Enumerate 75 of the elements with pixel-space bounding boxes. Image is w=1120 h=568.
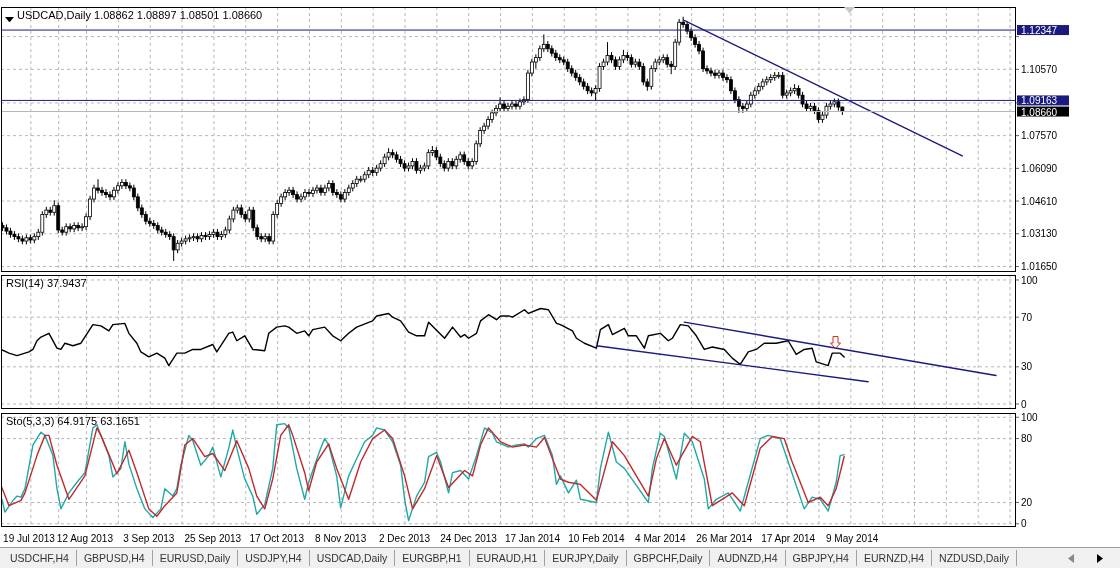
candlestick <box>291 186 295 199</box>
y-tick-label: 1.06090 <box>1021 162 1058 174</box>
text: EURAUD,H1 <box>469 550 546 566</box>
text: USDCAD,Daily <box>309 550 396 566</box>
y-tick-label: 70 <box>1021 311 1033 323</box>
y-tick-label: 1.04610 <box>1021 195 1058 207</box>
candlestick <box>319 184 323 197</box>
x-tick-label: 17 Apr 2014 <box>761 533 816 545</box>
y-tick-label: 0 <box>1021 518 1027 530</box>
chart-title: RSI(14) 37.9437 <box>6 277 87 289</box>
candlestick <box>108 190 112 201</box>
candlestick <box>303 188 307 201</box>
x-tick-label: 9 May 2014 <box>826 533 879 545</box>
y-tick-label: 1.07570 <box>1021 130 1058 142</box>
candlestick <box>307 188 311 198</box>
candlestick <box>641 62 646 86</box>
chart-title: Sto(5,3,3) 64.9175 63.1651 <box>6 415 140 427</box>
x-tick-label: 4 Mar 2014 <box>635 533 687 545</box>
x-tick-label: 12 Aug 2013 <box>56 533 114 545</box>
candlestick <box>295 190 299 203</box>
ref-line-label: 1.12347 <box>1021 25 1058 37</box>
candlestick <box>40 210 45 237</box>
text: GBPUSD,H4 <box>76 550 153 566</box>
text: NZDUSD,Daily <box>932 550 1018 566</box>
text: EURUSD,Daily <box>152 550 239 566</box>
line-series <box>1 307 845 367</box>
ref-line-label: 1.09163 <box>1021 95 1058 107</box>
candlestick <box>514 100 518 111</box>
x-tick-label: 8 Nov 2013 <box>315 533 367 545</box>
text: USDJPY,H4 <box>238 550 310 566</box>
candlestick <box>326 179 331 192</box>
candlestick <box>72 221 77 233</box>
text: USDCHF,H4 <box>3 550 77 566</box>
x-tick-label: 19 Jul 2013 <box>3 533 56 545</box>
candlestick <box>76 221 81 232</box>
x-tick-label: 10 Feb 2014 <box>568 533 625 545</box>
x-tick-label: 3 Sep 2013 <box>123 533 175 545</box>
candlestick <box>123 178 128 190</box>
candlestick <box>510 100 514 111</box>
candlestick <box>713 69 717 80</box>
x-tick-label: 17 Jan 2014 <box>504 533 561 545</box>
x-tick-label: 25 Sep 2013 <box>184 533 242 545</box>
candlestick <box>120 178 124 190</box>
x-tick-label: 17 Oct 2013 <box>249 533 305 545</box>
x-tick-label: 24 Dec 2013 <box>440 533 498 545</box>
ref-line-label: 1.08660 <box>1021 106 1058 118</box>
x-tick-label: 2 Dec 2013 <box>379 533 431 545</box>
candlestick <box>104 188 108 199</box>
y-tick-label: 0 <box>1021 398 1027 410</box>
candlestick <box>315 184 319 195</box>
y-tick-label: 1.03130 <box>1021 228 1058 240</box>
y-tick-label: 1.01650 <box>1021 261 1058 273</box>
text: EURGBP,H1 <box>395 550 470 566</box>
y-tick-label: 100 <box>1021 274 1039 286</box>
text: EURJPY,Daily <box>545 550 627 566</box>
text: EURNZD,H4 <box>856 550 933 566</box>
text: GBPCHF,Daily <box>626 550 711 566</box>
y-tick-label: 20 <box>1021 497 1033 509</box>
chart-title: USDCAD,Daily 1.08862 1.08897 1.08501 1.08660 <box>17 9 263 21</box>
y-tick-label: 1.10570 <box>1021 63 1058 75</box>
x-tick-label: 26 Mar 2014 <box>696 533 753 545</box>
y-tick-label: 80 <box>1021 433 1033 445</box>
candlestick <box>717 69 721 80</box>
candlestick <box>498 96 502 113</box>
candlestick <box>323 184 327 197</box>
candlestick <box>287 186 291 197</box>
candlestick <box>506 102 510 113</box>
y-tick-label: 100 <box>1021 411 1039 423</box>
text: GBPJPY,H4 <box>785 550 857 566</box>
candlestick <box>426 148 431 170</box>
candlestick <box>721 69 725 82</box>
candlestick <box>649 64 654 91</box>
candlestick <box>311 186 315 198</box>
y-tick-label: 30 <box>1021 361 1033 373</box>
text: AUDNZD,H4 <box>710 550 786 566</box>
